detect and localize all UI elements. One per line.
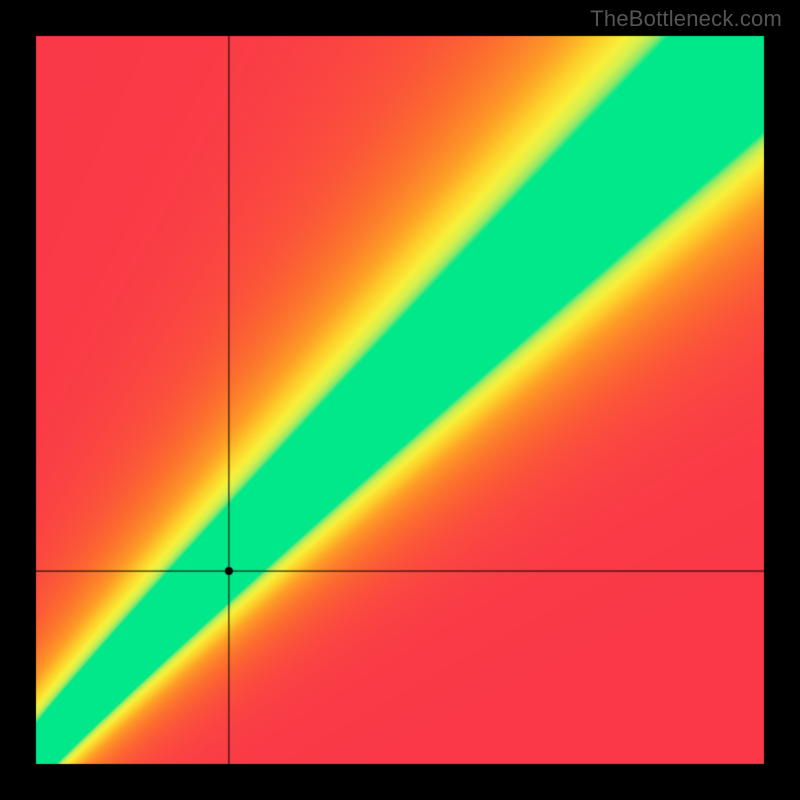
heatmap-canvas [0, 0, 800, 800]
watermark-text: TheBottleneck.com [590, 6, 782, 32]
chart-container: TheBottleneck.com [0, 0, 800, 800]
